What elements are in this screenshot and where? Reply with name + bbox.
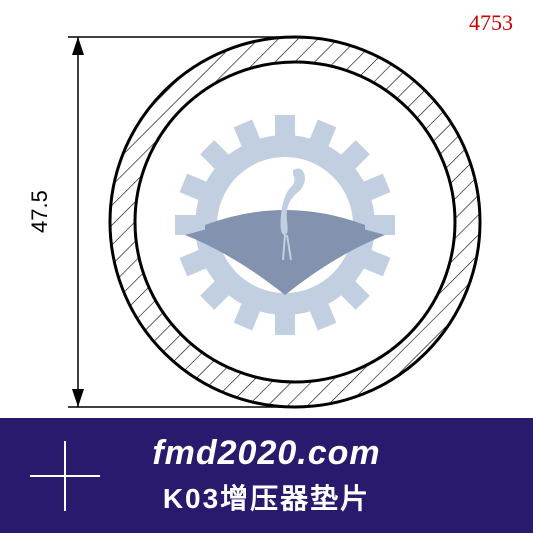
crosshair-icon [30,441,100,511]
footer-url: fmd2020.com [152,434,380,473]
footer-title: K03增压器垫片 [163,477,370,517]
gasket-ring [0,0,533,418]
drawing-area: 4753 47.5 [0,0,533,418]
footer: fmd2020.com K03增压器垫片 [0,418,533,533]
